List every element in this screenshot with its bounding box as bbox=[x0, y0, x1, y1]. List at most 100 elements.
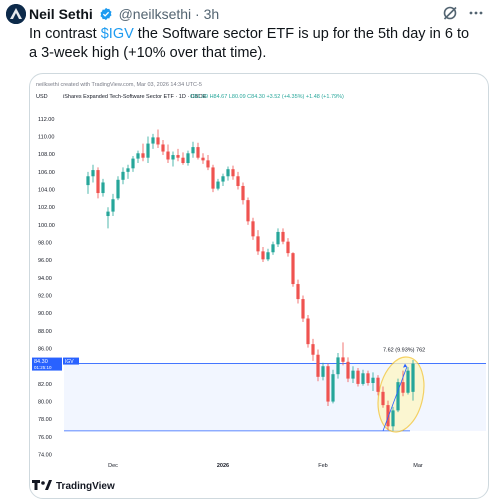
candle-body bbox=[401, 382, 405, 393]
y-tick-label: 88.00 bbox=[38, 329, 52, 335]
candle-body bbox=[331, 374, 335, 402]
candle-body bbox=[381, 391, 385, 406]
symbol-tag: IGV bbox=[65, 359, 74, 365]
x-tick-label: Dec bbox=[108, 463, 118, 469]
candle-body bbox=[126, 168, 130, 172]
y-tick-label: 90.00 bbox=[38, 311, 52, 317]
symbol-tag-bg bbox=[63, 357, 79, 365]
y-tick-label: 86.00 bbox=[38, 347, 52, 353]
tweet-actions bbox=[442, 5, 484, 21]
avatar-image bbox=[6, 4, 26, 24]
price-label: 84.30 bbox=[34, 359, 48, 365]
candle-body bbox=[236, 176, 240, 186]
candle-body bbox=[396, 382, 400, 411]
y-tick-label: 78.00 bbox=[38, 417, 52, 423]
candle-body bbox=[321, 366, 325, 377]
y-tick-label: 104.00 bbox=[38, 188, 55, 194]
candle-body bbox=[201, 157, 205, 161]
measure-label-bg bbox=[380, 344, 450, 355]
candle-body bbox=[351, 370, 355, 379]
candle-body bbox=[186, 153, 190, 164]
candle-body bbox=[256, 236, 260, 252]
chart-credit: neilksethi created with TradingView.com,… bbox=[36, 82, 202, 88]
candle-body bbox=[231, 169, 235, 177]
candle-body bbox=[341, 357, 345, 362]
candle-body bbox=[296, 284, 300, 300]
candle-body bbox=[191, 147, 195, 154]
more-icon[interactable] bbox=[468, 5, 484, 21]
candle-body bbox=[306, 318, 310, 345]
candle-body bbox=[261, 251, 265, 260]
candle-body bbox=[136, 153, 140, 159]
candle-body bbox=[361, 373, 365, 384]
cashtag-link[interactable]: $IGV bbox=[100, 26, 134, 42]
tweet-text-part: the Software sector ETF is up for the 5t… bbox=[29, 26, 470, 61]
y-tick-label: 76.00 bbox=[38, 435, 52, 441]
y-tick-label: 74.00 bbox=[38, 453, 52, 459]
candle-body bbox=[86, 176, 90, 186]
candle-body bbox=[176, 155, 180, 158]
avatar[interactable] bbox=[6, 4, 26, 24]
tweet-timestamp[interactable]: 3h bbox=[203, 6, 220, 22]
candle-body bbox=[366, 373, 370, 384]
grok-icon[interactable] bbox=[442, 5, 458, 21]
candle-body bbox=[121, 171, 125, 180]
candle-body bbox=[156, 137, 160, 145]
y-tick-label: 96.00 bbox=[38, 258, 52, 264]
candle-body bbox=[276, 231, 280, 245]
author-name[interactable]: Neil Sethi bbox=[29, 6, 93, 22]
candle-body bbox=[221, 176, 225, 182]
y-tick-label: 92.00 bbox=[38, 294, 52, 300]
candle-body bbox=[346, 361, 350, 379]
measure-arrow bbox=[382, 366, 408, 432]
tweet-text-part: In contrast bbox=[29, 26, 101, 42]
candle-body bbox=[171, 155, 175, 160]
candle-body bbox=[206, 160, 210, 168]
candle-body bbox=[301, 299, 305, 319]
candle-body bbox=[311, 344, 315, 355]
candle-body bbox=[111, 199, 115, 212]
candle-body bbox=[96, 170, 100, 194]
measure-label: 7.62 (9.93%) 762 bbox=[383, 348, 425, 354]
candle-body bbox=[336, 357, 340, 375]
price-label-bg bbox=[32, 357, 62, 371]
candle-body bbox=[316, 354, 320, 377]
x-tick-label: 2026 bbox=[217, 463, 229, 469]
price-countdown: 01:25:10 bbox=[34, 365, 52, 370]
candle-body bbox=[146, 143, 150, 158]
y-tick-label: 100.00 bbox=[38, 223, 55, 229]
candle-body bbox=[101, 182, 105, 194]
candle-body bbox=[216, 181, 220, 189]
candle-body bbox=[91, 170, 95, 177]
x-tick-label: Mar bbox=[413, 463, 423, 469]
candle-body bbox=[286, 241, 290, 254]
candle-body bbox=[211, 167, 215, 189]
tradingview-logo-icon bbox=[32, 480, 40, 490]
candle-body bbox=[181, 157, 185, 164]
candle-body bbox=[391, 410, 395, 427]
y-tick-label: 82.00 bbox=[38, 382, 52, 388]
chart-currency: USD bbox=[36, 94, 48, 100]
tradingview-logo bbox=[32, 480, 52, 490]
chart-image-card[interactable]: neilksethi created with TradingView.com,… bbox=[29, 73, 489, 499]
candle-body bbox=[266, 252, 270, 260]
candle-body bbox=[291, 253, 295, 285]
y-tick-label: 106.00 bbox=[38, 170, 55, 176]
candle-body bbox=[151, 137, 155, 144]
candle-body bbox=[371, 377, 375, 384]
author-handle[interactable]: @neilksethi bbox=[118, 6, 192, 22]
tweet-text: In contrast $IGV the Software sector ETF… bbox=[29, 25, 479, 63]
y-tick-label: 80.00 bbox=[38, 400, 52, 406]
y-tick-label: 94.00 bbox=[38, 276, 52, 282]
verified-badge-icon bbox=[99, 7, 113, 21]
candle-body bbox=[281, 231, 285, 242]
candle-body bbox=[271, 244, 275, 253]
y-tick-label: 108.00 bbox=[38, 152, 55, 158]
candle-body bbox=[106, 211, 110, 217]
candle-body bbox=[166, 151, 170, 160]
y-tick-label: 112.00 bbox=[38, 117, 54, 123]
candle-body bbox=[246, 200, 250, 222]
candle-body bbox=[161, 144, 165, 152]
tweet-author-line: Neil Sethi @neilksethi · 3h bbox=[29, 6, 219, 22]
candle-body bbox=[196, 147, 200, 158]
